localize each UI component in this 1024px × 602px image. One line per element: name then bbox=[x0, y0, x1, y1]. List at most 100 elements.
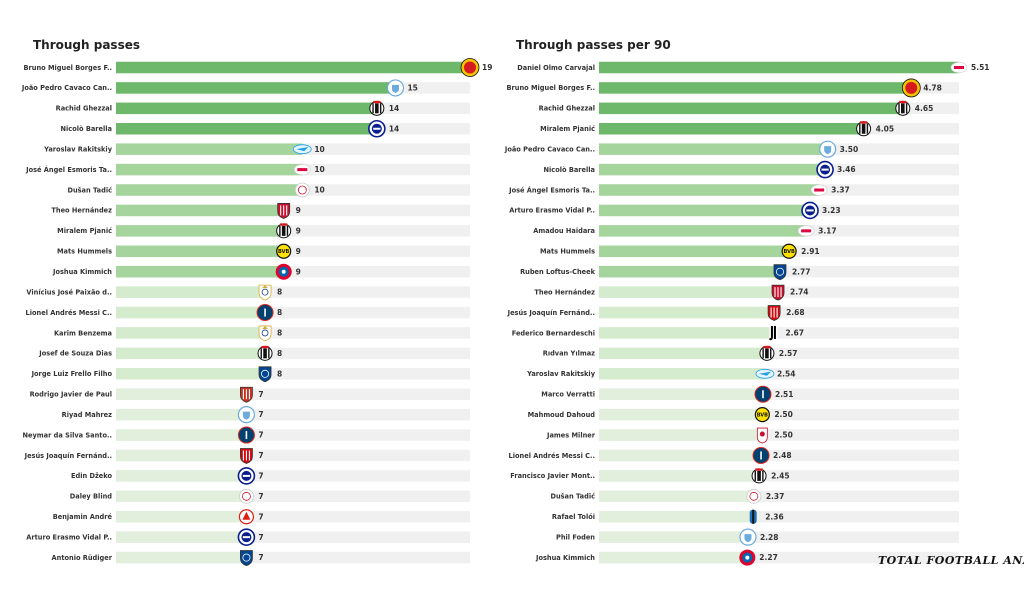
category-label: Antonio Rüdiger bbox=[52, 554, 113, 562]
value-label: 4.65 bbox=[915, 104, 934, 113]
bar-row: Jesús Joaquín Fernánd.. 2.68 bbox=[507, 305, 959, 321]
leipzig-crest-icon bbox=[294, 164, 311, 176]
category-label: Mahmoud Dahoud bbox=[528, 411, 596, 419]
besiktas-crest-icon bbox=[895, 100, 911, 116]
bar-row: James Milner 2.50 bbox=[546, 427, 959, 444]
bar-row: Yaroslav Rakitskiy 10 bbox=[43, 143, 470, 155]
bar-row: José Ángel Esmoris Ta.. 10 bbox=[25, 163, 470, 176]
bayern-crest-icon bbox=[275, 263, 292, 280]
value-label: 7 bbox=[258, 512, 263, 521]
bar-track bbox=[116, 449, 470, 462]
bar-row: Edin Džeko 7 bbox=[71, 467, 470, 485]
inter-crest-icon bbox=[237, 528, 256, 546]
bar bbox=[116, 123, 377, 135]
value-label: 2.54 bbox=[777, 369, 796, 378]
atletico-crest-icon bbox=[240, 386, 253, 403]
bar-row: Josef de Souza Dias 8 bbox=[38, 345, 470, 361]
bar bbox=[599, 429, 763, 441]
bar-row: Bruno Miguel Borges F.. 4.78 bbox=[506, 78, 959, 98]
category-label: Marco Verratti bbox=[541, 391, 595, 399]
bar-row: Lionel Andrés Messi C.. 8 bbox=[26, 304, 470, 322]
bar bbox=[599, 327, 774, 339]
category-label: Daniel Olmo Carvajal bbox=[517, 64, 595, 72]
bar-row: Mats Hummels BVB 9 bbox=[57, 243, 470, 259]
bar-row: Dušan Tadić 2.37 bbox=[550, 488, 959, 504]
chart-title: Through passes bbox=[33, 38, 140, 52]
bar-row: Bruno Miguel Borges F.. 19 bbox=[23, 58, 492, 77]
leipzig-crest-icon bbox=[797, 225, 815, 237]
besiktas-crest-icon bbox=[856, 121, 872, 137]
milan-crest-icon bbox=[277, 203, 291, 219]
chelsea-crest-icon bbox=[773, 264, 787, 281]
category-label: Rachid Ghezzal bbox=[539, 105, 595, 113]
chelsea-crest-icon bbox=[258, 366, 272, 383]
bar-row: Arturo Erasmo Vidal P.. 7 bbox=[26, 528, 470, 546]
bar-row: Rıdvan Yılmaz 2.57 bbox=[543, 345, 959, 361]
bar-row: Miralem Pjanić 4.05 bbox=[540, 121, 959, 137]
ajax-crest-icon bbox=[746, 488, 762, 504]
bar bbox=[116, 82, 396, 94]
value-label: 2.37 bbox=[766, 492, 785, 501]
category-label: Rachid Ghezzal bbox=[56, 105, 112, 113]
bar bbox=[599, 368, 765, 380]
mancity-crest-icon bbox=[739, 528, 757, 546]
category-label: Nicolò Barella bbox=[61, 125, 112, 133]
bar bbox=[599, 408, 763, 421]
category-label: Rıdvan Yılmaz bbox=[543, 350, 595, 358]
bar-track bbox=[116, 510, 470, 523]
dortmund-crest-icon-text: BVB bbox=[757, 412, 768, 418]
bar-track bbox=[116, 551, 470, 564]
bar-track bbox=[599, 531, 959, 543]
psg-crest-icon bbox=[752, 446, 770, 464]
bar-track bbox=[599, 327, 959, 339]
bar-row: Jorge Luiz Frello Filho 8 bbox=[31, 366, 470, 383]
category-label: Theo Hernández bbox=[51, 207, 112, 215]
dortmund-crest-icon: BVB bbox=[276, 243, 292, 259]
bar-row: José Ángel Esmoris Ta.. 3.37 bbox=[508, 184, 959, 196]
inter-crest-icon bbox=[368, 119, 386, 138]
bar-track bbox=[599, 510, 959, 523]
manutd-crest-icon bbox=[901, 78, 921, 98]
bar-row: João Pedro Cavaco Can.. 3.50 bbox=[504, 140, 959, 158]
realmadrid-crest-icon bbox=[258, 284, 272, 301]
bar-row: Daniel Olmo Carvajal 5.51 bbox=[517, 61, 990, 74]
category-label: Daley Blind bbox=[70, 493, 112, 501]
bar-row: Ruben Loftus-Cheek 2.77 bbox=[520, 264, 959, 281]
bar-row: Arturo Erasmo Vidal P.. 3.23 bbox=[509, 201, 959, 220]
value-label: 7 bbox=[258, 472, 263, 481]
category-label: Jorge Luiz Frello Filho bbox=[31, 370, 113, 378]
bar-track bbox=[116, 265, 470, 278]
category-label: Jesús Joaquín Fernánd.. bbox=[507, 309, 595, 317]
dortmund-crest-icon-text: BVB bbox=[783, 249, 794, 255]
dortmund-crest-icon: BVB bbox=[781, 243, 797, 259]
value-label: 2.68 bbox=[786, 308, 805, 317]
category-label: Francisco Javier Mont.. bbox=[510, 472, 595, 480]
category-label: Benjamin André bbox=[53, 513, 113, 521]
value-label: 3.50 bbox=[840, 145, 859, 154]
psg-crest-icon bbox=[754, 385, 772, 403]
bar-row: Rachid Ghezzal 14 bbox=[56, 100, 470, 116]
psg-crest-icon bbox=[256, 304, 274, 322]
bar-track bbox=[116, 490, 470, 503]
bar-track bbox=[116, 470, 470, 482]
bar-row: Marco Verratti 2.51 bbox=[541, 385, 959, 403]
category-label: Edin Džeko bbox=[71, 472, 112, 480]
value-label: 10 bbox=[314, 186, 324, 195]
bar-row: Benjamin André 7 bbox=[53, 509, 470, 525]
bar bbox=[116, 265, 284, 278]
bar-row: Nicolò Barella 3.46 bbox=[544, 160, 959, 179]
category-label: Bruno Miguel Borges F.. bbox=[506, 84, 595, 92]
bar-row: Yaroslav Rakitskiy 2.54 bbox=[526, 368, 959, 380]
bar-track bbox=[599, 551, 959, 564]
bar-row: Lionel Andrés Messi C.. 2.48 bbox=[509, 446, 959, 464]
value-label: 2.36 bbox=[765, 512, 784, 521]
chelsea-crest-icon bbox=[240, 550, 253, 567]
category-label: João Pedro Cavaco Can.. bbox=[504, 145, 595, 153]
bar-row: Amadou Haidara 3.17 bbox=[533, 225, 959, 237]
value-label: 7 bbox=[258, 410, 263, 419]
total-football-analysis-watermark: TOTAL FOOTBALL ANALYSIS bbox=[878, 554, 1024, 567]
value-label: 7 bbox=[258, 492, 263, 501]
bar-row: Theo Hernández 2.74 bbox=[534, 284, 959, 301]
bar bbox=[116, 510, 247, 523]
through-passes-per90-chart: Through passes per 90 Daniel Olmo Carvaj… bbox=[504, 38, 990, 566]
